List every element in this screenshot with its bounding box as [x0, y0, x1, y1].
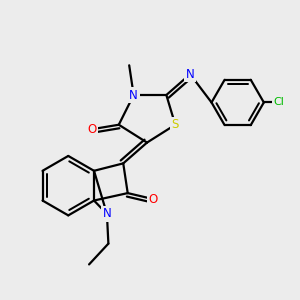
Text: N: N [129, 88, 138, 101]
Text: N: N [186, 68, 194, 81]
Text: S: S [172, 118, 179, 131]
Text: O: O [148, 193, 158, 206]
Text: Cl: Cl [273, 98, 284, 107]
Text: O: O [87, 123, 97, 136]
Text: N: N [103, 207, 111, 220]
